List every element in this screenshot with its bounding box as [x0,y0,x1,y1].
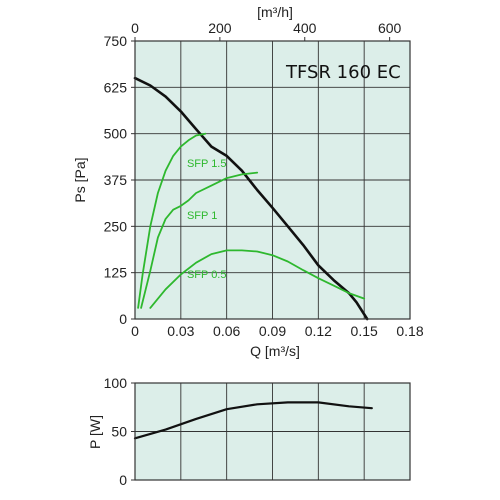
sfp-labels: SFP 1.5 SFP 1 SFP 0.5 [187,158,227,281]
y-tick-label: 500 [104,126,128,142]
top-tick-label: 600 [378,20,402,36]
x-tick-label: 0.03 [167,323,194,339]
top-axis-label: [m³/h] [257,4,293,20]
main-curves [133,76,369,321]
y-tick-label: 625 [104,79,128,95]
x-tick-label: 0.09 [259,323,286,339]
top-tick-label: 400 [293,20,317,36]
sfp-curve-line [137,132,207,309]
y-tick-label: 250 [104,218,128,234]
sfp-curve-line [149,249,366,309]
fan-curve-line [133,76,369,321]
power-y-axis-label: P [W] [87,415,103,449]
power-curve-line [133,401,373,440]
main-x-tick-labels: 0 0.03 0.06 0.09 0.12 0.15 0.18 [131,323,424,339]
x-tick-label: 0.06 [213,323,240,339]
sfp-curve-line [140,171,259,309]
sfp-label: SFP 0.5 [187,269,227,281]
x-tick-label: 0.15 [351,323,378,339]
y-tick-label: 375 [104,172,128,188]
power-y-tick-label: 50 [111,424,127,440]
power-curve [133,401,373,440]
power-y-tick-labels: 0 50 100 [104,375,135,488]
y-tick-label: 125 [104,265,128,281]
sfp-label: SFP 1.5 [187,158,227,170]
x-axis-label: Q [m³/s] [250,343,300,359]
power-y-tick-label: 0 [119,472,127,488]
sfp-label: SFP 1 [187,210,217,222]
y-tick-label: 750 [104,33,128,49]
chart-title: TFSR 160 EC [285,62,401,83]
x-tick-label: 0.18 [396,323,423,339]
top-tick-label: 0 [131,20,139,36]
y-tick-label: 0 [119,311,127,327]
power-y-tick-label: 100 [104,375,128,391]
x-tick-label: 0 [131,323,139,339]
top-tick-label: 200 [208,20,232,36]
y-axis-label: Ps [Pa] [72,157,88,202]
main-y-tick-labels: 0 125 250 375 500 625 750 [104,33,135,327]
x-tick-label: 0.12 [305,323,332,339]
main-top-tick-labels: 0 200 400 600 [131,20,402,41]
